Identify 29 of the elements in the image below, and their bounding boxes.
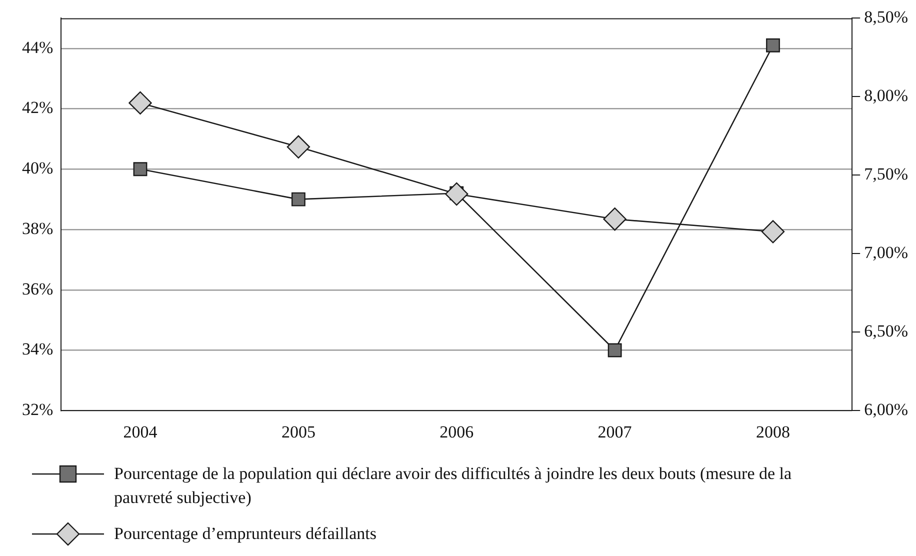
y2-tick-label: 8,00%: [864, 86, 908, 106]
point: [445, 182, 468, 206]
point: [286, 135, 310, 159]
point: [766, 38, 780, 52]
y2-tick-label: 6,00%: [864, 400, 908, 420]
legend-label: Pourcentage d’emprunteurs défaillants: [114, 523, 376, 545]
point: [608, 343, 622, 358]
point: [761, 220, 785, 244]
legend-label: Pourcentage de la population qui déclare avoir des difficultés à joindre les deux bouts (mesure de la pauvreté subjective): [114, 463, 793, 509]
y2-tick-label: 7,00%: [864, 243, 908, 262]
y2-tick-label: 6,50%: [864, 322, 908, 341]
y-tick-label: 38%: [22, 218, 54, 238]
point: [133, 162, 148, 176]
y2-tick-label: 8,50%: [864, 8, 908, 27]
x-tick-label: 2008: [756, 422, 790, 442]
point: [291, 192, 306, 206]
point: [128, 91, 152, 115]
y2-tick-label: 7,50%: [864, 164, 908, 184]
y-tick-label: 40%: [22, 158, 54, 178]
point: [603, 208, 626, 231]
x-tick-label: 2006: [440, 422, 474, 442]
y-tick-label: 34%: [22, 340, 54, 359]
x-tick-label: 2005: [281, 422, 316, 442]
y-tick-label: 36%: [22, 279, 54, 298]
x-tick-label: 2004: [123, 422, 158, 442]
y-tick-label: 32%: [22, 400, 54, 420]
y-tick-label: 42%: [22, 98, 54, 118]
x-tick-label: 2007: [598, 422, 632, 442]
y-tick-label: 44%: [22, 38, 54, 57]
